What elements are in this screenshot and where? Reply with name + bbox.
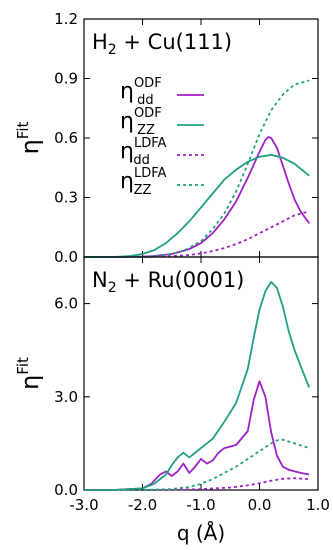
legend-entry: ηODF ZZ: [120, 106, 204, 138]
legend-label: ηODF dd: [120, 76, 162, 108]
x-tick-label: -2.0: [128, 496, 157, 514]
legend-entry: ηODF dd: [120, 76, 204, 108]
series-line-zz_ldfa: [84, 79, 310, 258]
series-line-zz_odf: [84, 281, 311, 491]
panel-label: H2 + Cu(111): [92, 30, 232, 58]
y-tick-label: 0.3: [54, 189, 78, 207]
series-line-dd_odf: [84, 136, 310, 258]
legend-label: ηLDFA dd: [120, 136, 166, 168]
y-tick-label: 6.0: [54, 295, 78, 313]
legend-label: ηODF ZZ: [120, 106, 162, 138]
panel-n2-ru0001: 0.0 3.0 6.0 -3.0 -2.0 -1.0 0.0 1.0 N2 + Ru(0001)…: [14, 256, 330, 545]
y-tick-label: 0.9: [54, 70, 78, 88]
y-axis-title: ηFit: [14, 121, 44, 154]
legend-entry: ηLDFA ZZ: [120, 166, 204, 198]
panel-h2-cu111: 0.0 0.3 0.6 0.9 1.2 H2 + Cu(111) ηFit ηODF ddηOD…: [14, 10, 319, 266]
series-line-zz_ldfa: [84, 438, 310, 491]
y-tick-label: 0.0: [54, 481, 78, 499]
legend-label: ηLDFA ZZ: [120, 166, 166, 198]
y-axis-title: ηFit: [14, 357, 44, 390]
x-tick-label: -3.0: [69, 496, 98, 514]
y-tick-label: 3.0: [54, 388, 78, 406]
x-tick-label: -1.0: [186, 496, 215, 514]
y-tick-label: 0.0: [54, 248, 78, 266]
series-line-dd_ldfa: [84, 210, 310, 258]
y-tick-label: 0.6: [54, 129, 78, 147]
x-axis-title: q (Å): [177, 521, 225, 545]
series-line-dd_odf: [84, 380, 310, 491]
x-tick-label: 1.0: [306, 496, 330, 514]
legend-entry: ηLDFA dd: [120, 136, 204, 168]
series-line-zz_odf: [84, 154, 310, 258]
series-line-dd_ldfa: [84, 477, 310, 491]
y-tick-label: 1.2: [54, 10, 78, 28]
panel-label: N2 + Ru(0001): [92, 268, 244, 296]
x-tick-label: 0.0: [248, 496, 272, 514]
